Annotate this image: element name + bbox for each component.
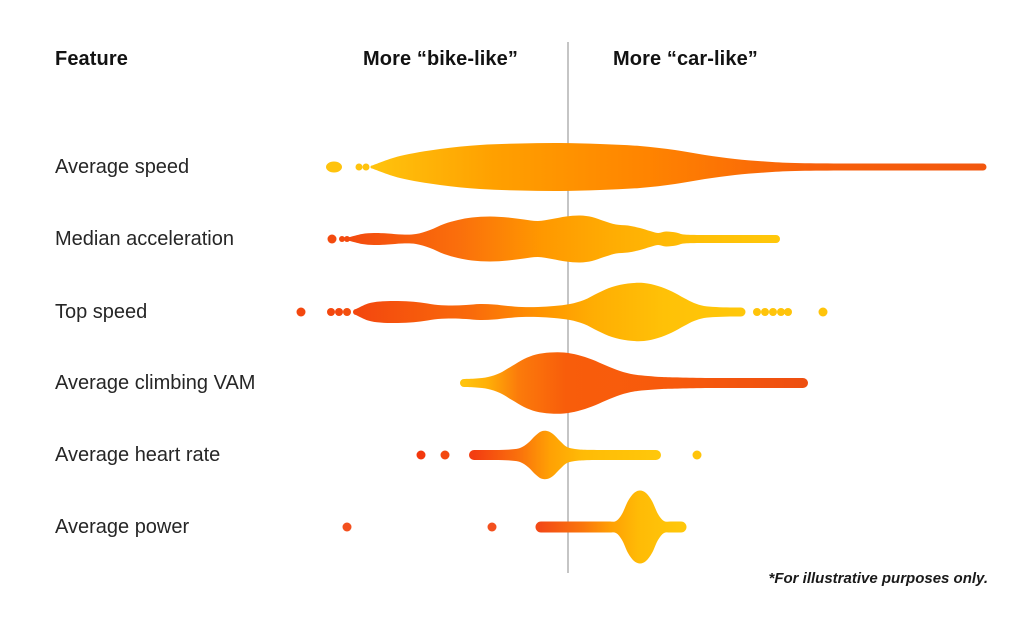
column-header-bike-like: More “bike-like” [363,48,518,70]
outlier-dot-average-heart-rate [416,450,426,460]
outlier-dot-average-speed [362,163,370,171]
outlier-dot-average-heart-rate [692,450,702,460]
outlier-dot-top-speed [777,308,785,316]
outlier-dot-top-speed [818,307,828,317]
outlier-dot-average-speed [355,163,363,171]
outlier-dot-median-acceleration [339,236,345,242]
column-header-car-like: More “car-like” [613,48,758,70]
outlier-dot-top-speed [784,308,792,316]
outlier-dot-top-speed [761,308,769,316]
violin-median-acceleration [348,215,780,263]
outlier-dot-average-heart-rate [440,450,450,460]
violin-average-power [535,490,687,564]
row-label-average-heart-rate: Average heart rate [55,444,221,466]
violin-average-climbing-vam [460,352,808,414]
column-header-feature: Feature [55,48,128,70]
outlier-dot-top-speed [769,308,777,316]
outlier-dot-average-power [487,522,497,532]
row-label-average-power: Average power [55,516,190,538]
row-label-average-speed: Average speed [55,156,190,178]
row-label-median-acceleration: Median acceleration [55,228,234,250]
outlier-dot-median-acceleration [327,234,337,244]
outlier-dot-top-speed [296,307,306,317]
row-label-average-climbing-vam: Average climbing VAM [55,372,256,394]
outlier-dot-top-speed [327,308,335,316]
row-label-top-speed: Top speed [55,301,148,323]
outlier-dot-average-power [342,522,352,532]
footnote: *For illustrative purposes only. [768,570,989,587]
violin-top-speed [353,282,746,342]
outlier-dot-average-speed [326,161,342,173]
outlier-dot-median-acceleration [344,236,350,242]
violin-average-heart-rate [469,430,661,480]
outlier-dot-top-speed [343,308,351,316]
outlier-dot-top-speed [753,308,761,316]
outlier-dot-top-speed [335,308,343,316]
violin-average-speed [370,142,987,192]
